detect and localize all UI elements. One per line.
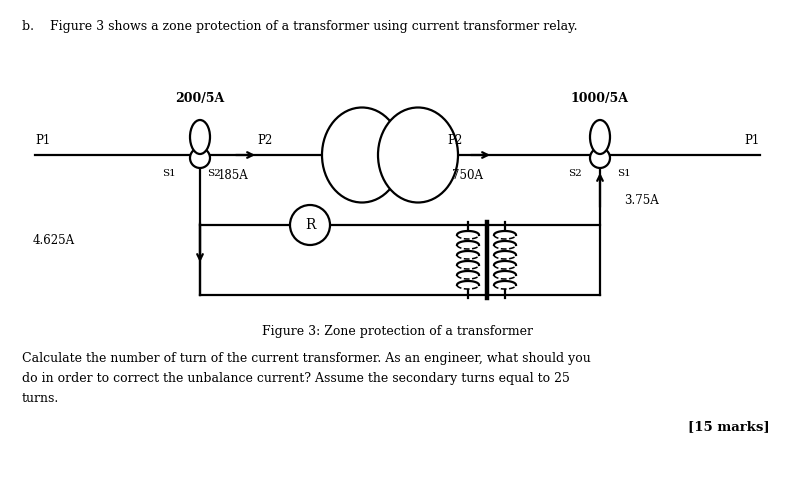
Text: P1: P1 — [35, 134, 50, 147]
Text: S2: S2 — [207, 169, 221, 178]
Ellipse shape — [590, 120, 610, 154]
Ellipse shape — [190, 148, 210, 168]
Text: [15 marks]: [15 marks] — [688, 420, 770, 433]
Text: Calculate the number of turn of the current transformer. As an engineer, what sh: Calculate the number of turn of the curr… — [22, 352, 591, 365]
Ellipse shape — [378, 108, 458, 202]
Text: S2: S2 — [569, 169, 582, 178]
Circle shape — [290, 205, 330, 245]
Text: b.    Figure 3 shows a zone protection of a transformer using current transforme: b. Figure 3 shows a zone protection of a… — [22, 20, 577, 33]
Text: 185A: 185A — [218, 169, 249, 182]
Ellipse shape — [190, 120, 210, 154]
Text: Figure 3: Zone protection of a transformer: Figure 3: Zone protection of a transform… — [261, 325, 533, 338]
Text: P2: P2 — [447, 134, 463, 147]
Text: 200/5A: 200/5A — [175, 92, 225, 105]
Text: 4.625A: 4.625A — [33, 234, 75, 246]
Text: do in order to correct the unbalance current? Assume the secondary turns equal t: do in order to correct the unbalance cur… — [22, 372, 570, 385]
Text: S1: S1 — [617, 169, 630, 178]
Text: P1: P1 — [745, 134, 760, 147]
Text: R: R — [305, 218, 315, 232]
Text: turns.: turns. — [22, 392, 60, 405]
Ellipse shape — [590, 148, 610, 168]
Ellipse shape — [322, 108, 402, 202]
Text: 3.75A: 3.75A — [624, 193, 659, 207]
Text: P2: P2 — [257, 134, 272, 147]
Text: 750A: 750A — [452, 169, 483, 182]
Text: S1: S1 — [162, 169, 176, 178]
Text: 1000/5A: 1000/5A — [571, 92, 629, 105]
